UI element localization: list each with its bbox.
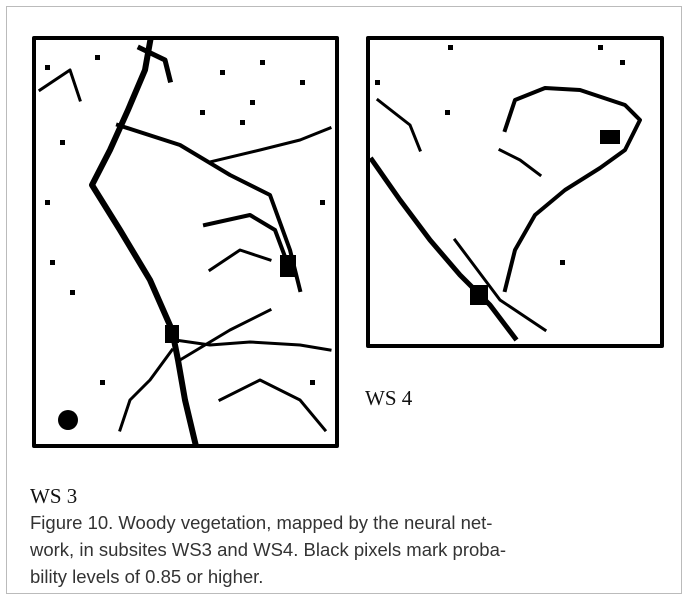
figure-frame (6, 6, 682, 594)
caption-line: Figure 10. Woody vegetation, mapped by t… (30, 512, 493, 533)
ws4-map (366, 36, 664, 348)
caption-line: bility levels of 0.85 or higher. (30, 566, 264, 587)
panel-label: WS 4 (365, 386, 413, 410)
panel-label: WS 3 (30, 484, 78, 508)
caption-line: work, in subsites WS3 and WS4. Black pix… (30, 539, 507, 560)
ws3-map (32, 36, 339, 448)
